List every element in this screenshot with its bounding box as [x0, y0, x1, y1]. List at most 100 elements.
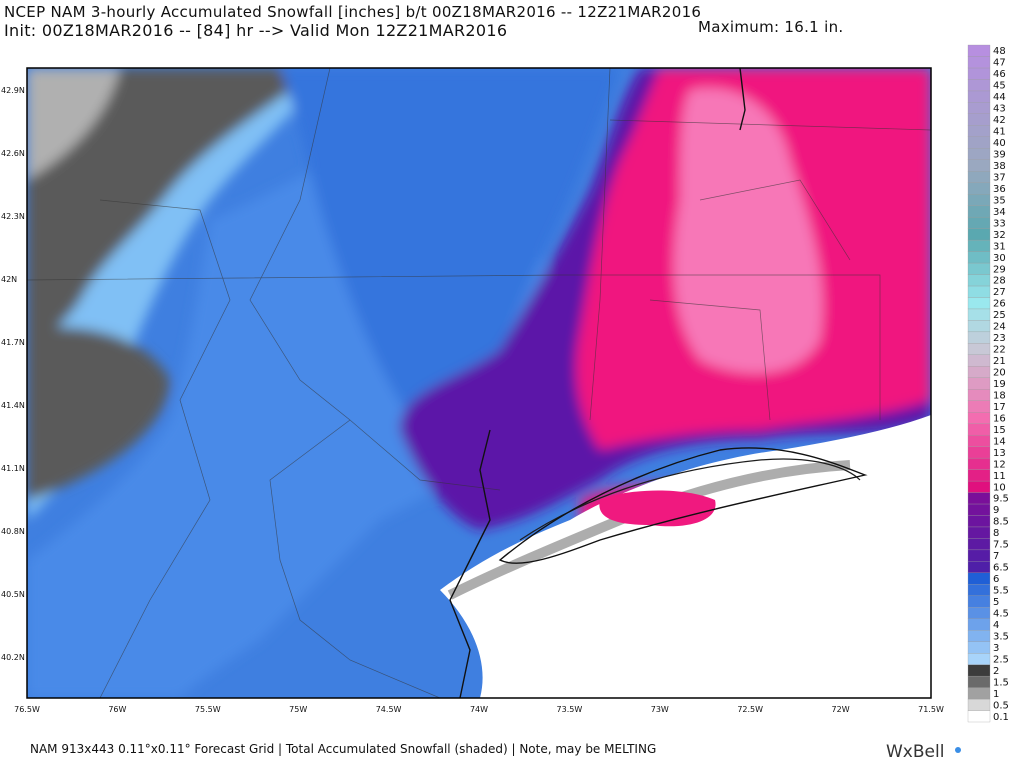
colorbar-swatch [967, 194, 991, 206]
colorbar-label: 25 [993, 310, 1006, 321]
colorbar-swatch [967, 297, 991, 310]
colorbar-label: 19 [993, 379, 1006, 390]
lat-label: 40.8N [1, 527, 25, 536]
colorbar-swatch [967, 67, 991, 80]
colorbar-label: 17 [993, 402, 1006, 413]
colorbar-label: 38 [993, 161, 1006, 172]
logo: WxBell [886, 742, 944, 762]
colorbar-label: 30 [993, 253, 1006, 264]
colorbar-swatch [967, 239, 991, 252]
colorbar-label: 11 [993, 471, 1006, 482]
colorbar-swatch [967, 274, 991, 287]
lon-label: 72.5W [737, 705, 763, 714]
colorbar-label: 39 [993, 150, 1006, 161]
colorbar-swatch [967, 320, 991, 333]
colorbar-swatch [967, 412, 991, 424]
colorbar-label: 8 [993, 528, 999, 539]
colorbar-label: 42 [993, 115, 1006, 126]
lon-label: 75.5W [195, 705, 221, 714]
colorbar-label: 31 [993, 241, 1006, 252]
colorbar-swatch [967, 113, 991, 126]
colorbar-swatch [967, 205, 991, 218]
colorbar-label: 12 [993, 459, 1006, 470]
colorbar-label: 0.5 [993, 700, 1009, 711]
colorbar-swatch [967, 618, 991, 631]
lon-label: 72W [832, 705, 850, 714]
colorbar-swatch [967, 182, 991, 195]
colorbar-label: 9 [993, 505, 999, 516]
colorbar-swatch [967, 136, 991, 149]
colorbar-label: 5 [993, 597, 999, 608]
colorbar-swatch [967, 159, 991, 172]
colorbar-label: 14 [993, 436, 1006, 447]
colorbar-swatch [967, 561, 991, 573]
colorbar-swatch [967, 90, 991, 103]
colorbar-swatch [967, 469, 991, 482]
colorbar-swatch [967, 526, 991, 539]
colorbar-swatch [967, 389, 991, 401]
colorbar: 0.10.511.522.533.544.555.566.577.588.599… [967, 44, 1009, 723]
colorbar-swatch [967, 515, 991, 528]
colorbar-label: 34 [993, 207, 1006, 218]
colorbar-swatch [967, 503, 991, 516]
colorbar-label: 45 [993, 81, 1006, 92]
colorbar-swatch [967, 148, 991, 160]
colorbar-label: 3.5 [993, 631, 1009, 642]
colorbar-swatch [967, 354, 991, 367]
lon-label: 73.5W [557, 705, 583, 714]
colorbar-swatch [967, 366, 991, 378]
colorbar-swatch [967, 331, 991, 344]
lon-label: 73W [651, 705, 669, 714]
colorbar-swatch [967, 251, 991, 264]
colorbar-label: 47 [993, 58, 1006, 69]
colorbar-swatch [967, 664, 991, 677]
colorbar-label: 21 [993, 356, 1006, 367]
lat-label: 41.1N [1, 464, 25, 473]
colorbar-label: 6.5 [993, 563, 1009, 574]
lon-label: 76W [108, 705, 126, 714]
colorbar-label: 33 [993, 218, 1006, 229]
colorbar-label: 40 [993, 138, 1006, 149]
colorbar-swatch [967, 595, 991, 608]
lat-label: 42N [1, 275, 17, 284]
lon-label: 75W [289, 705, 307, 714]
colorbar-label: 32 [993, 230, 1006, 241]
colorbar-swatch [967, 584, 991, 596]
colorbar-label: 29 [993, 264, 1006, 275]
colorbar-swatch [967, 423, 991, 436]
colorbar-swatch [967, 457, 991, 470]
lon-label: 74W [470, 705, 488, 714]
colorbar-label: 26 [993, 299, 1006, 310]
colorbar-label: 46 [993, 69, 1006, 80]
colorbar-label: 48 [993, 46, 1006, 57]
colorbar-label: 22 [993, 345, 1006, 356]
colorbar-swatch [967, 56, 991, 69]
colorbar-swatch [967, 641, 991, 654]
colorbar-label: 5.5 [993, 586, 1009, 597]
colorbar-label: 44 [993, 92, 1006, 103]
colorbar-swatch [967, 79, 991, 92]
colorbar-swatch [967, 710, 991, 723]
colorbar-swatch [967, 400, 991, 413]
colorbar-swatch [967, 228, 991, 241]
colorbar-label: 13 [993, 448, 1006, 459]
snowfall-field [27, 68, 931, 698]
colorbar-swatch [967, 538, 991, 551]
colorbar-swatch [967, 171, 991, 183]
lon-label: 71.5W [918, 705, 944, 714]
colorbar-label: 36 [993, 184, 1006, 195]
colorbar-label: 10 [993, 482, 1006, 493]
lat-label: 42.3N [1, 212, 25, 221]
colorbar-label: 6 [993, 574, 999, 585]
colorbar-label: 24 [993, 322, 1006, 333]
logo-dot [955, 747, 961, 753]
colorbar-label: 20 [993, 368, 1006, 379]
colorbar-swatch [967, 630, 991, 642]
colorbar-swatch [967, 653, 991, 665]
colorbar-label: 7 [993, 551, 999, 562]
colorbar-label: 28 [993, 276, 1006, 287]
footer-note: NAM 913x443 0.11°x0.11° Forecast Grid | … [30, 742, 656, 756]
lon-label: 74.5W [376, 705, 402, 714]
colorbar-label: 37 [993, 172, 1006, 183]
